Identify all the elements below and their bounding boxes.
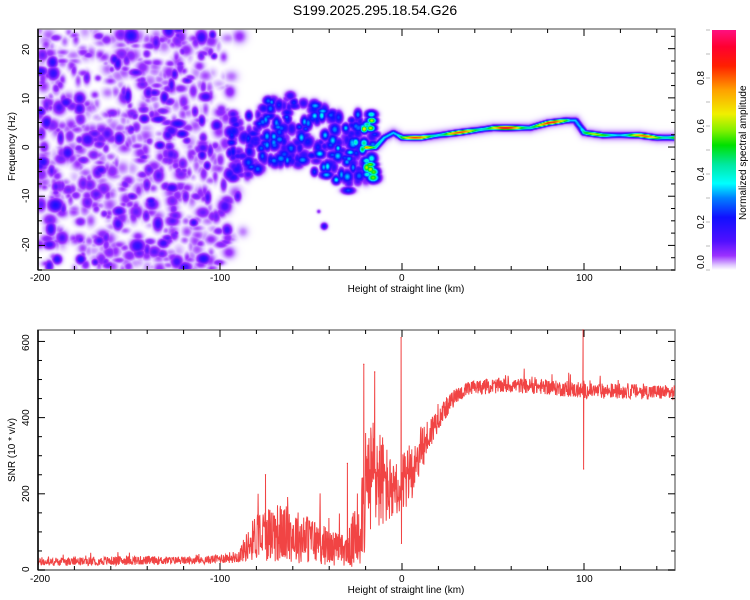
snr-series-line <box>37 329 676 568</box>
snr-spike-point <box>374 371 376 373</box>
snr-spike-point <box>582 329 584 331</box>
snr-spike-point <box>583 468 585 470</box>
chart-title: S199.2025.295.18.54.G26 <box>292 2 458 18</box>
top-xtick-label: -100 <box>210 273 231 284</box>
snr-spike-point <box>363 363 365 365</box>
bottom-xtick-label: 100 <box>576 574 593 585</box>
bottom-xtick-label: -100 <box>210 574 231 585</box>
bottom-ytick-label: 200 <box>21 485 32 503</box>
top-xtick-label: -200 <box>30 273 51 284</box>
bottom-xtick-label: -200 <box>30 574 51 585</box>
bottom-x-axis-label: Height of straight line (km) <box>347 585 465 596</box>
snr-spike-point <box>400 542 403 544</box>
top-x-axis-label: Height of straight line (km) <box>347 284 465 295</box>
top-xtick-label: 0 <box>399 273 405 284</box>
bottom-ytick-label: 600 <box>21 334 32 352</box>
bottom-ytick-label: 0 <box>21 566 32 572</box>
bottom-xtick-label: 0 <box>399 574 405 585</box>
snr-spike-point <box>400 337 402 339</box>
colorbar <box>712 30 736 270</box>
top-xtick-label: 100 <box>576 273 593 284</box>
bottom-y-axis-label: SNR (10 * v/v) <box>7 418 18 482</box>
spectrogram-heatmap <box>38 29 675 270</box>
snr-spike-point <box>346 462 348 464</box>
bottom-ytick-label: 400 <box>21 409 32 427</box>
snr-spike-point <box>264 474 267 476</box>
